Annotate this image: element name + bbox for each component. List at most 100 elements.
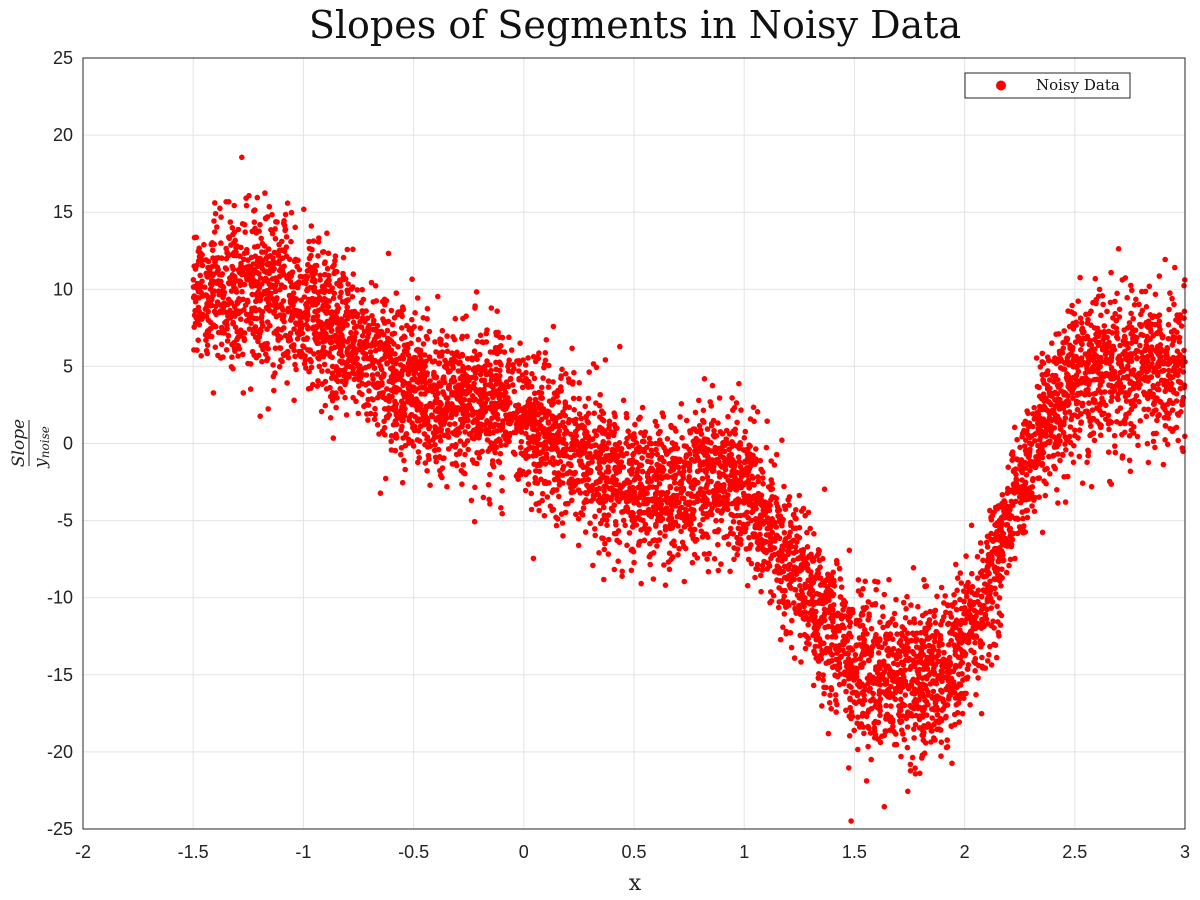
data-point bbox=[1029, 503, 1035, 509]
data-point bbox=[443, 342, 450, 348]
data-point bbox=[996, 610, 1003, 616]
data-point bbox=[880, 613, 886, 620]
data-point bbox=[436, 360, 442, 367]
data-point bbox=[596, 550, 602, 556]
data-point bbox=[1097, 432, 1104, 439]
data-point bbox=[744, 582, 751, 589]
data-point bbox=[1084, 459, 1090, 466]
data-point bbox=[880, 624, 886, 631]
data-point bbox=[664, 524, 670, 531]
data-point bbox=[768, 535, 775, 541]
data-point bbox=[499, 474, 506, 481]
data-point bbox=[1083, 311, 1089, 318]
data-point bbox=[999, 538, 1005, 544]
data-point bbox=[715, 567, 722, 574]
data-point bbox=[953, 561, 959, 568]
data-point bbox=[1134, 433, 1141, 440]
data-point bbox=[1111, 432, 1118, 439]
data-point bbox=[1022, 443, 1028, 449]
data-point bbox=[409, 331, 415, 338]
data-point bbox=[272, 345, 279, 352]
data-point bbox=[729, 395, 735, 401]
data-point bbox=[484, 327, 490, 333]
data-point bbox=[1128, 310, 1134, 317]
data-point bbox=[279, 316, 286, 323]
data-point bbox=[264, 357, 270, 364]
data-point bbox=[931, 638, 938, 645]
data-point bbox=[389, 321, 396, 328]
data-point bbox=[794, 533, 800, 539]
data-point bbox=[384, 386, 390, 392]
data-point bbox=[345, 281, 351, 287]
data-point bbox=[1143, 321, 1150, 327]
data-point bbox=[763, 444, 770, 451]
data-point bbox=[648, 478, 654, 485]
data-point bbox=[994, 603, 1000, 610]
data-point bbox=[956, 663, 963, 669]
data-point bbox=[1120, 384, 1127, 390]
data-point bbox=[391, 330, 398, 337]
data-point bbox=[677, 414, 683, 420]
data-point bbox=[701, 376, 708, 382]
data-point bbox=[388, 447, 395, 453]
data-point bbox=[965, 662, 972, 668]
data-point bbox=[372, 405, 378, 412]
data-point bbox=[767, 599, 773, 606]
data-point bbox=[997, 622, 1004, 628]
data-point bbox=[1135, 442, 1141, 449]
data-point bbox=[940, 706, 947, 712]
data-point bbox=[211, 241, 217, 247]
data-point bbox=[1151, 365, 1157, 372]
data-point bbox=[602, 540, 608, 547]
data-point bbox=[1098, 312, 1104, 319]
data-point bbox=[523, 369, 529, 376]
data-point bbox=[1047, 438, 1053, 445]
data-point bbox=[933, 628, 939, 635]
data-point bbox=[865, 657, 872, 664]
data-point bbox=[340, 270, 346, 277]
data-point bbox=[838, 584, 845, 590]
data-point bbox=[782, 506, 789, 512]
data-point bbox=[592, 532, 598, 539]
data-point bbox=[1181, 282, 1187, 289]
data-point bbox=[731, 513, 737, 519]
data-point bbox=[789, 617, 795, 624]
data-point bbox=[582, 403, 588, 410]
data-point bbox=[715, 541, 721, 548]
data-point bbox=[335, 378, 341, 385]
data-point bbox=[581, 477, 588, 483]
data-point bbox=[326, 272, 332, 279]
data-point bbox=[1153, 430, 1159, 437]
data-point bbox=[731, 556, 737, 563]
data-point bbox=[330, 435, 337, 441]
chart-title: Slopes of Segments in Noisy Data bbox=[309, 3, 961, 47]
data-point bbox=[471, 417, 478, 424]
data-point bbox=[631, 431, 637, 437]
data-point bbox=[432, 434, 438, 440]
data-point bbox=[1171, 426, 1177, 433]
data-point bbox=[1126, 433, 1133, 439]
data-point bbox=[927, 660, 933, 666]
data-point bbox=[1150, 438, 1157, 445]
data-point bbox=[1161, 381, 1167, 388]
data-point bbox=[1144, 440, 1151, 447]
data-point bbox=[585, 395, 592, 402]
data-point bbox=[921, 576, 927, 583]
data-point bbox=[1088, 308, 1094, 315]
data-point bbox=[821, 606, 828, 613]
data-point bbox=[1130, 315, 1136, 322]
data-point bbox=[1061, 328, 1067, 334]
data-point bbox=[841, 625, 847, 631]
data-point bbox=[959, 710, 966, 717]
data-point bbox=[539, 490, 546, 497]
data-point bbox=[781, 483, 787, 490]
data-point bbox=[292, 224, 299, 231]
data-point bbox=[1088, 483, 1095, 490]
data-point bbox=[320, 344, 327, 350]
data-point bbox=[339, 332, 345, 339]
data-point bbox=[853, 689, 860, 696]
data-point bbox=[1108, 269, 1114, 276]
data-point bbox=[898, 753, 904, 760]
data-point bbox=[571, 369, 577, 376]
data-point bbox=[894, 661, 901, 668]
